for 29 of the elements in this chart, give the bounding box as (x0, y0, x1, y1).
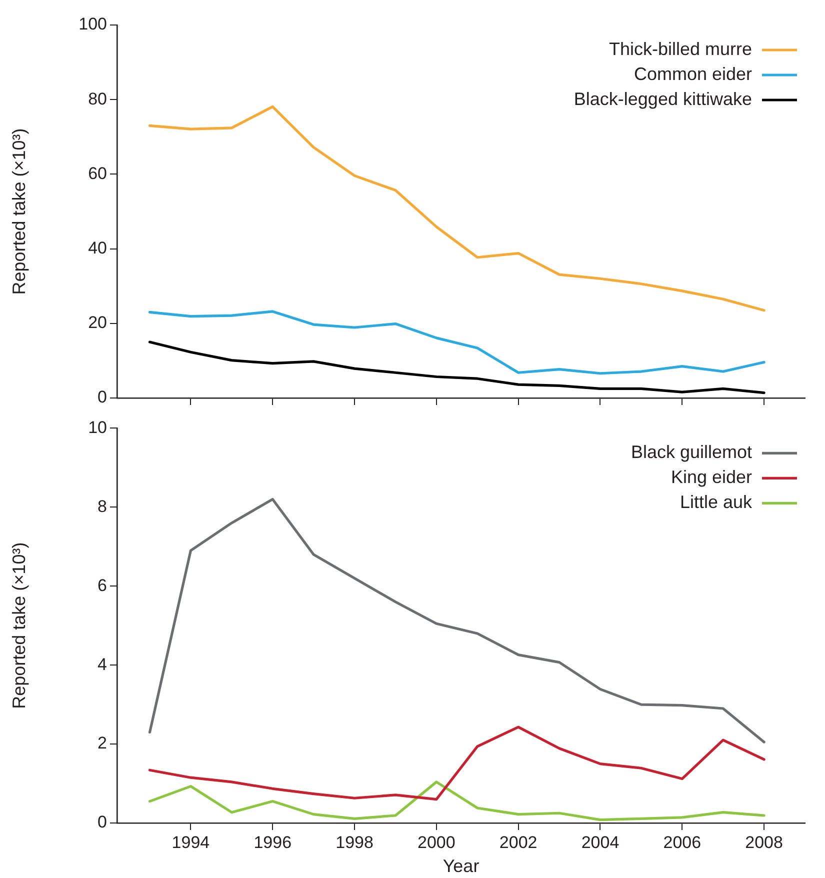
x-tick-label: 1994 (172, 832, 210, 852)
legend-label: Little auk (680, 492, 753, 512)
x-tick-label: 1998 (336, 832, 374, 852)
legend-label: King eider (670, 467, 752, 488)
x-tick-label: 2000 (418, 832, 456, 852)
y-tick-label: 10 (88, 418, 107, 437)
y-tick-label: 0 (98, 812, 107, 832)
y-tick-label: 0 (98, 388, 107, 407)
legend-label: Thick-billed murre (608, 38, 752, 59)
y-axis-title: Reported take (×10³) (8, 128, 29, 295)
y-tick-label: 80 (88, 89, 107, 108)
y-axis-title: Reported take (×10³) (8, 542, 29, 709)
x-tick-label: 2004 (581, 832, 620, 852)
y-tick-label: 4 (98, 654, 107, 674)
x-tick-label: 2002 (499, 832, 538, 852)
x-tick-label: 2008 (745, 832, 783, 852)
y-tick-label: 2 (98, 734, 107, 753)
x-tick-label: 1996 (254, 832, 292, 852)
legend-label: Common eider (634, 64, 752, 84)
y-tick-label: 100 (78, 14, 107, 34)
y-tick-label: 6 (98, 576, 107, 595)
y-tick-label: 60 (88, 164, 107, 183)
legend-label: Black guillemot (630, 442, 752, 462)
x-tick-label: 2006 (663, 832, 702, 852)
y-tick-label: 40 (88, 238, 107, 258)
legend-label: Black-legged kittiwake (574, 88, 752, 109)
y-tick-label: 20 (88, 313, 107, 332)
y-tick-label: 8 (98, 496, 107, 516)
x-axis-title: Year (442, 856, 480, 876)
